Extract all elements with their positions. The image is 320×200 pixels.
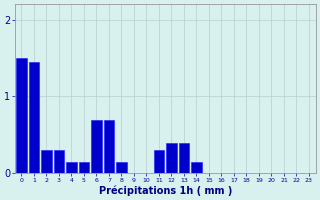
Bar (16, 58, 27, 173)
Bar (79, 162, 89, 173)
Bar (116, 162, 127, 173)
Bar (104, 120, 114, 173)
Bar (91, 120, 102, 173)
Bar (66, 162, 77, 173)
Bar (41, 150, 52, 173)
Bar (166, 143, 177, 173)
Bar (154, 150, 164, 173)
Bar (54, 150, 64, 173)
Bar (191, 162, 202, 173)
Bar (29, 62, 39, 173)
X-axis label: Précipitations 1h ( mm ): Précipitations 1h ( mm ) (99, 185, 232, 196)
Bar (179, 143, 189, 173)
